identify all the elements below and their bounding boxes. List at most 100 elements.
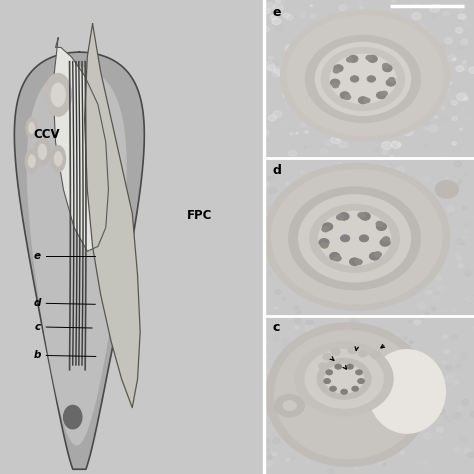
Circle shape (335, 63, 341, 67)
Circle shape (428, 230, 435, 236)
Circle shape (275, 66, 285, 74)
Circle shape (316, 52, 321, 55)
Circle shape (338, 55, 345, 61)
Circle shape (386, 79, 395, 86)
Circle shape (349, 212, 353, 215)
Circle shape (340, 34, 345, 37)
Circle shape (282, 211, 289, 216)
Circle shape (459, 180, 463, 183)
Circle shape (290, 278, 293, 281)
Circle shape (452, 413, 460, 419)
Circle shape (286, 182, 289, 184)
Circle shape (425, 312, 428, 314)
Circle shape (459, 436, 467, 442)
Circle shape (321, 243, 328, 248)
Circle shape (428, 52, 436, 58)
Circle shape (390, 155, 393, 157)
Circle shape (292, 163, 294, 165)
Circle shape (301, 263, 309, 269)
Ellipse shape (290, 188, 419, 289)
Circle shape (283, 91, 293, 99)
Circle shape (300, 197, 305, 201)
Circle shape (376, 221, 383, 227)
Circle shape (438, 246, 446, 252)
Circle shape (374, 431, 381, 436)
Circle shape (265, 355, 268, 357)
Circle shape (330, 79, 340, 86)
Circle shape (461, 39, 468, 44)
Circle shape (388, 77, 395, 82)
Circle shape (356, 215, 364, 221)
Circle shape (442, 361, 447, 364)
Circle shape (341, 111, 350, 118)
Circle shape (458, 14, 465, 19)
Circle shape (364, 98, 370, 103)
Circle shape (371, 45, 376, 49)
Circle shape (329, 15, 334, 18)
Circle shape (375, 66, 385, 73)
Circle shape (462, 400, 469, 405)
Circle shape (383, 463, 386, 465)
Circle shape (285, 458, 289, 461)
Circle shape (428, 200, 435, 205)
Circle shape (367, 335, 372, 337)
Circle shape (391, 335, 398, 341)
Circle shape (415, 357, 419, 361)
Circle shape (330, 386, 337, 391)
Circle shape (330, 374, 336, 378)
Circle shape (310, 398, 313, 401)
Circle shape (447, 206, 455, 212)
Circle shape (267, 455, 272, 459)
Circle shape (339, 237, 346, 243)
Polygon shape (27, 66, 127, 446)
Circle shape (460, 41, 467, 46)
Circle shape (435, 181, 458, 198)
Circle shape (456, 66, 464, 72)
Circle shape (265, 2, 274, 9)
Circle shape (289, 437, 292, 439)
Circle shape (289, 272, 292, 273)
Circle shape (340, 392, 344, 395)
Circle shape (453, 58, 456, 61)
Circle shape (308, 87, 317, 94)
Circle shape (267, 369, 274, 375)
Circle shape (367, 294, 374, 300)
Circle shape (465, 274, 468, 276)
Circle shape (376, 223, 386, 230)
Circle shape (435, 292, 439, 296)
Circle shape (344, 95, 351, 100)
Circle shape (288, 150, 297, 156)
Circle shape (430, 206, 433, 209)
Circle shape (370, 73, 373, 75)
Circle shape (322, 71, 325, 73)
Circle shape (344, 58, 352, 64)
Circle shape (305, 315, 312, 320)
Polygon shape (14, 52, 144, 469)
Circle shape (336, 108, 344, 115)
Circle shape (370, 253, 380, 260)
Circle shape (345, 353, 350, 356)
Circle shape (314, 162, 318, 164)
Circle shape (297, 311, 301, 313)
Circle shape (360, 7, 363, 9)
Circle shape (366, 55, 373, 60)
Circle shape (324, 253, 328, 256)
Circle shape (338, 26, 348, 34)
Circle shape (278, 374, 281, 376)
Circle shape (280, 0, 285, 4)
Circle shape (408, 71, 412, 74)
Circle shape (289, 79, 291, 81)
Circle shape (464, 448, 470, 453)
Circle shape (429, 32, 432, 34)
Circle shape (366, 82, 369, 84)
Circle shape (297, 400, 301, 402)
Circle shape (328, 276, 330, 278)
Circle shape (392, 100, 395, 102)
Circle shape (440, 308, 447, 313)
Circle shape (373, 90, 375, 91)
Circle shape (374, 274, 382, 281)
Ellipse shape (369, 350, 445, 432)
Circle shape (264, 182, 269, 187)
Circle shape (465, 399, 472, 405)
Circle shape (265, 9, 271, 13)
